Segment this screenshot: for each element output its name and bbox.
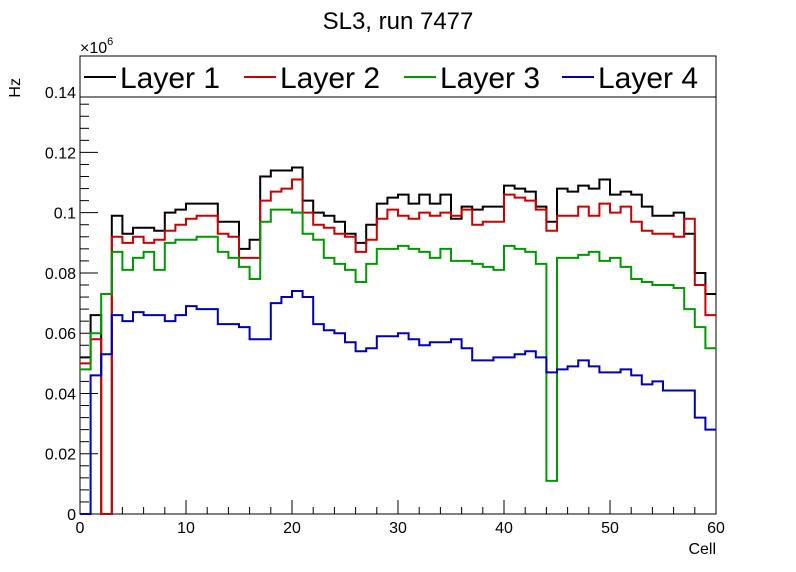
y-tick-label: 0.14 [45,85,76,102]
legend-label-layer-1: Layer 1 [120,62,220,95]
series-line-layer-2 [80,178,716,515]
series-line-layer-3 [80,208,716,482]
x-tick-label: 10 [177,520,195,537]
series-line-layer-4 [80,290,716,515]
y-tick-label: 0.04 [45,386,76,403]
y-tick-label: 0 [67,507,76,524]
y-tick-label: 0.02 [45,447,76,464]
y-exponent-prefix: ×10 [80,40,107,57]
x-tick-label: 50 [601,520,619,537]
legend-box [79,55,717,98]
x-axis: 0 10 20 30 40 50 60 [76,500,725,537]
y-tick-label: 0.1 [54,206,76,223]
x-tick-label: 60 [707,520,725,537]
x-tick-label: 30 [389,520,407,537]
x-tick-label: 40 [495,520,513,537]
y-tick-label: 0.12 [45,145,76,162]
y-tick-label: 0.08 [45,266,76,283]
legend-label-layer-2: Layer 2 [280,62,380,95]
y-tick-label: 0.06 [45,326,76,343]
legend: Layer 1 Layer 2 Layer 3 Layer 4 [79,55,717,98]
y-exponent-label: ×106 [80,36,113,57]
y-exponent-power: 6 [107,36,113,48]
legend-label-layer-4: Layer 4 [598,62,698,95]
x-axis-title: Cell [688,541,716,558]
y-axis-title: Hz [7,78,24,98]
series-group [80,166,716,515]
series-line-layer-1 [80,166,716,515]
x-tick-label: 0 [76,520,85,537]
chart-title: SL3, run 7477 [323,8,474,35]
x-tick-label: 20 [283,520,301,537]
legend-label-layer-3: Layer 3 [440,62,540,95]
y-axis: 0 0.02 0.04 0.06 0.08 0.1 0.12 0.14 [45,55,98,524]
